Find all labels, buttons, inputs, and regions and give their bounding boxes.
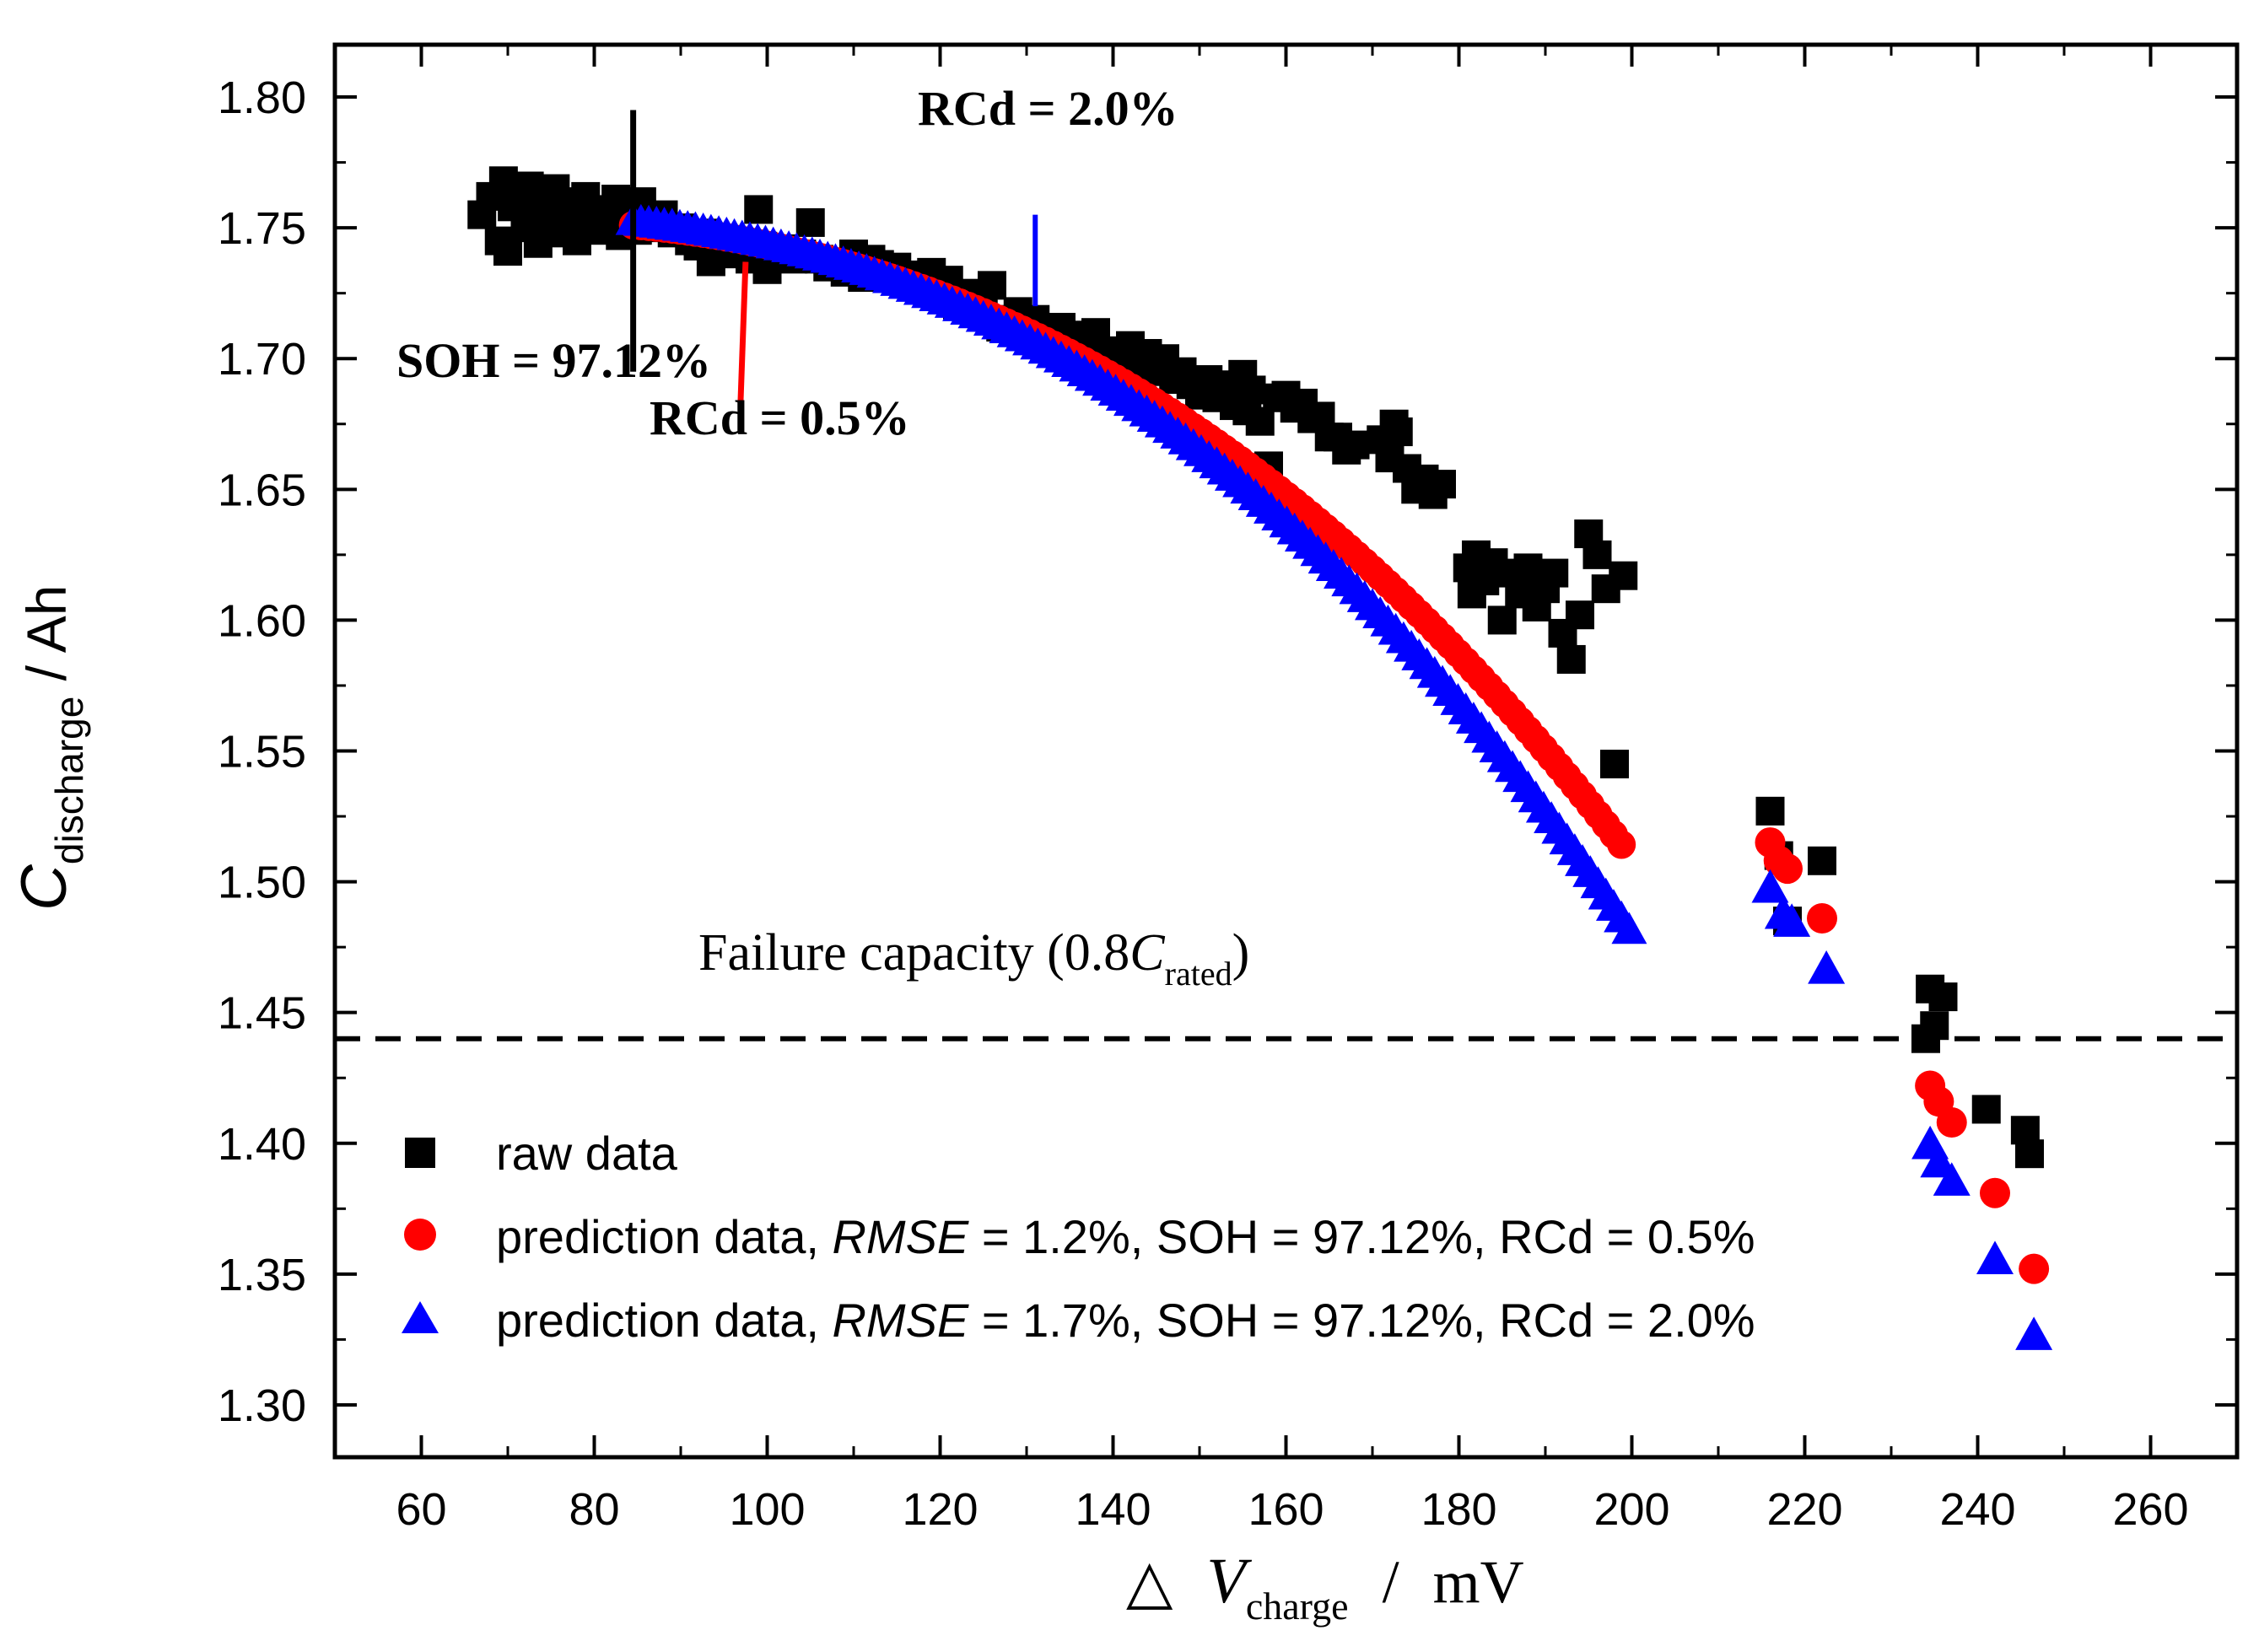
legend-pred2-rmse: RMSE (832, 1294, 968, 1347)
legend-label-pred2: prediction data, RMSE = 1.7%, SOH = 97.1… (496, 1294, 1755, 1347)
prediction-rcd-2-0-point (1933, 1162, 1971, 1196)
failure-capacity-label: Failure capacity (0.8Crated) (698, 924, 1249, 993)
failure-label-var: C (1130, 924, 1165, 982)
y-tick-label: 1.45 (218, 988, 306, 1039)
y-tick-label: 1.40 (218, 1119, 306, 1170)
legend-pred2-prefix: prediction data, (496, 1294, 832, 1347)
rcd-0-5-marker-line (737, 261, 749, 404)
raw-data-point (1582, 540, 1612, 569)
raw-data-point (744, 195, 774, 224)
prediction-rcd-2-0-point (2015, 1316, 2053, 1350)
prediction-rcd-2-0-point (1808, 950, 1846, 984)
prediction-rcd-2-0-point (1611, 912, 1647, 944)
y-title-sub: discharge (47, 697, 91, 864)
legend-pred1-rmse: RMSE (832, 1210, 968, 1263)
legend-label-pred1: prediction data, RMSE = 1.2%, SOH = 97.1… (496, 1210, 1755, 1263)
prediction-rcd-0-5-point (2019, 1253, 2050, 1284)
raw-data-point (1808, 846, 1836, 875)
axis-ticks (333, 45, 2239, 1457)
prediction-rcd-2-0-point (1773, 903, 1811, 937)
x-axis-title: △ Vcharge / mV (1126, 1546, 1524, 1628)
x-title-sep: / (1383, 1548, 1399, 1616)
y-tick-label: 1.70 (218, 334, 306, 385)
raw-data-point (1609, 561, 1638, 590)
series-prediction-rcd-0-5 (618, 211, 2050, 1284)
x-tick-label: 120 (902, 1484, 978, 1535)
failure-label-sub: rated (1165, 955, 1232, 993)
legend: raw data prediction data, RMSE = 1.2%, S… (402, 1127, 1755, 1347)
x-title-prefix: △ (1126, 1548, 1173, 1616)
raw-data-point (1539, 558, 1569, 588)
y-tick-labels: 1.30 1.35 1.40 1.45 1.50 1.55 1.60 1.65 1.70 1.75… (218, 73, 306, 1431)
y-axis-title: Cdischarge / Ah (8, 585, 91, 911)
raw-data-point (1755, 796, 1785, 826)
y-tick-label: 1.75 (218, 203, 306, 254)
raw-data-point (1600, 750, 1629, 779)
raw-data-point (2015, 1139, 2044, 1169)
raw-data-point (1971, 1095, 2001, 1124)
rcd-0-5-annotation: RCd = 0.5% (650, 390, 910, 445)
raw-data-point (1427, 470, 1456, 499)
x-tick-labels: 60 80 100 120 140 160 180 200 220 240 260 (396, 1484, 2188, 1535)
legend-pred1-prefix: prediction data, (496, 1210, 832, 1263)
raw-data-point (1928, 982, 1958, 1012)
y-tick-label: 1.60 (218, 595, 306, 646)
raw-data-point (1340, 430, 1370, 460)
y-tick-label: 1.30 (218, 1380, 306, 1431)
x-title-sub: charge (1246, 1585, 1349, 1628)
raw-data-point (1566, 600, 1594, 630)
y-title-var: C (8, 864, 80, 911)
series-raw-data (467, 166, 2044, 1169)
prediction-rcd-0-5-point (1807, 903, 1837, 934)
prediction-rcd-0-5-point (1936, 1106, 1967, 1138)
raw-data-point (1237, 375, 1266, 405)
x-tick-label: 60 (396, 1484, 446, 1535)
legend-marker-pred1 (404, 1219, 436, 1251)
x-title-unit: mV (1433, 1548, 1524, 1616)
failure-label-prefix: Failure capacity (0.8 (698, 924, 1130, 982)
prediction-rcd-2-0-point (1751, 869, 1789, 903)
x-tick-label: 160 (1248, 1484, 1324, 1535)
x-tick-label: 200 (1593, 1484, 1669, 1535)
x-tick-label: 260 (2112, 1484, 2188, 1535)
raw-data-point (1920, 1011, 1949, 1041)
y-tick-label: 1.80 (218, 73, 306, 123)
prediction-rcd-2-0-point (1976, 1240, 2014, 1274)
raw-data-point (1556, 644, 1586, 674)
y-tick-label: 1.35 (218, 1250, 306, 1300)
y-title-unit: / Ah (15, 585, 78, 697)
x-tick-label: 180 (1421, 1484, 1496, 1535)
legend-marker-raw (405, 1138, 435, 1168)
legend-pred2-suffix: = 1.7%, SOH = 97.12%, RCd = 2.0% (968, 1294, 1755, 1347)
raw-data-point (795, 207, 825, 237)
x-tick-label: 140 (1075, 1484, 1151, 1535)
y-tick-label: 1.65 (218, 465, 306, 515)
prediction-rcd-0-5-point (1607, 830, 1636, 859)
prediction-rcd-0-5-point (1980, 1177, 2010, 1208)
x-tick-label: 100 (729, 1484, 805, 1535)
x-tick-label: 220 (1766, 1484, 1842, 1535)
rcd-2-0-annotation: RCd = 2.0% (918, 81, 1178, 136)
x-tick-label: 240 (1939, 1484, 2015, 1535)
raw-data-point (1487, 605, 1517, 635)
legend-pred1-suffix: = 1.2%, SOH = 97.12%, RCd = 0.5% (968, 1210, 1755, 1263)
raw-data-point (1383, 417, 1413, 447)
legend-marker-pred2 (402, 1301, 439, 1333)
failure-label-suffix: ) (1232, 924, 1250, 982)
x-title-var: V (1206, 1546, 1252, 1617)
prediction-rcd-0-5-point (1772, 853, 1803, 885)
series-prediction-rcd-2-0 (615, 202, 2053, 1350)
raw-data-point (978, 271, 1006, 300)
x-tick-label: 80 (569, 1484, 619, 1535)
soh-annotation: SOH = 97.12% (396, 333, 711, 388)
legend-label-raw: raw data (496, 1127, 678, 1180)
y-tick-label: 1.55 (218, 727, 306, 778)
y-tick-label: 1.50 (218, 858, 306, 908)
